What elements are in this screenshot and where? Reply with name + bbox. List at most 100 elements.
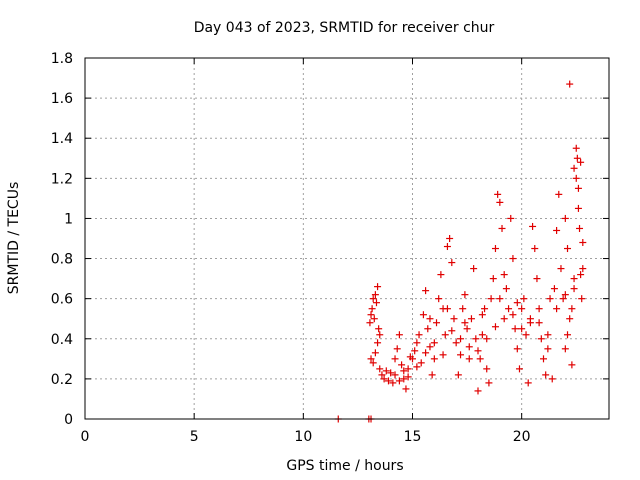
y-tick-label: 0 <box>64 412 73 428</box>
data-point <box>378 371 386 379</box>
data-point <box>531 245 539 253</box>
data-point <box>500 271 508 279</box>
data-point <box>430 339 438 347</box>
data-point <box>370 315 378 323</box>
data-point <box>465 355 473 363</box>
data-point <box>489 275 497 283</box>
data-point <box>553 226 561 234</box>
data-point <box>376 365 384 373</box>
data-point <box>472 335 480 343</box>
data-point <box>526 315 534 323</box>
data-point <box>457 335 465 343</box>
data-point <box>520 295 528 303</box>
data-point <box>433 319 441 327</box>
data-point <box>435 295 443 303</box>
data-point <box>371 349 379 357</box>
data-point <box>573 154 581 162</box>
data-point <box>371 291 379 299</box>
data-point <box>496 295 504 303</box>
x-tick-label: 10 <box>294 429 312 445</box>
data-point <box>557 265 565 273</box>
data-point <box>550 285 558 293</box>
data-point <box>524 379 532 387</box>
data-point <box>384 377 392 385</box>
data-point <box>369 295 377 303</box>
data-point <box>487 295 495 303</box>
ticks-layer: 0 5 10 15 20 0 0.2 0.4 0.6 0.8 1 1.2 1.4 1.6 1.8 <box>51 51 609 445</box>
data-point <box>470 265 478 273</box>
data-point <box>478 331 486 339</box>
data-point <box>553 305 561 313</box>
data-point <box>505 305 513 313</box>
data-point <box>411 347 419 355</box>
y-tick-label: 0.8 <box>51 252 73 268</box>
data-point <box>537 335 545 343</box>
data-point <box>496 198 504 206</box>
y-tick-label: 1 <box>64 211 73 227</box>
data-point <box>566 80 574 88</box>
data-point <box>404 365 412 373</box>
plot-frame <box>84 57 610 420</box>
data-point <box>465 343 473 351</box>
data-point <box>439 351 447 359</box>
y-axis-label: SRMTID / TECUs <box>6 182 22 295</box>
data-point <box>548 375 556 383</box>
y-tick-label: 1.4 <box>51 131 73 147</box>
data-point <box>529 222 537 230</box>
data-point <box>491 245 499 253</box>
data-point <box>476 355 484 363</box>
data-point <box>367 311 375 319</box>
y-tick-label: 0.6 <box>51 292 73 308</box>
y-tick-label: 1.8 <box>51 51 73 67</box>
data-point <box>485 379 493 387</box>
y-tick-label: 0.4 <box>51 332 73 348</box>
data-point <box>507 214 515 222</box>
y-tick-label: 1.2 <box>51 171 73 187</box>
x-axis-label: GPS time / hours <box>286 458 403 474</box>
data-point <box>564 245 572 253</box>
data-point <box>446 235 454 242</box>
data-point <box>478 311 486 319</box>
data-point <box>400 375 408 383</box>
data-point <box>452 339 460 347</box>
data-point <box>561 345 569 353</box>
data-point <box>372 299 380 307</box>
data-point <box>366 319 374 327</box>
data-point <box>542 371 550 379</box>
data-point <box>413 339 421 347</box>
data-point <box>422 349 430 357</box>
data-point <box>404 373 412 381</box>
data-point <box>467 315 475 323</box>
data-point <box>450 315 458 323</box>
data-point <box>400 367 408 375</box>
data-point <box>579 265 587 273</box>
data-point <box>448 259 456 267</box>
data-point <box>577 158 585 166</box>
data-point <box>502 285 510 293</box>
data-point <box>387 369 395 377</box>
data-point <box>376 331 384 339</box>
data-point <box>522 331 530 339</box>
data-point <box>494 190 502 198</box>
data-point <box>561 214 569 222</box>
data-point <box>428 371 436 379</box>
data-point <box>568 361 576 369</box>
data-point <box>570 275 578 283</box>
data-point <box>413 363 421 371</box>
x-tick-label: 5 <box>190 429 199 445</box>
data-point <box>576 224 584 232</box>
data-point <box>515 365 523 373</box>
data-point <box>566 315 574 323</box>
data-point <box>409 355 416 363</box>
data-point <box>380 375 388 383</box>
data-point <box>426 343 434 351</box>
data-point <box>424 325 432 333</box>
data-point <box>544 331 552 339</box>
data-point <box>393 345 401 353</box>
data-point <box>461 319 469 327</box>
data-point <box>483 365 491 373</box>
data-point <box>561 291 569 299</box>
data-point <box>441 331 449 339</box>
data-point <box>474 347 482 355</box>
